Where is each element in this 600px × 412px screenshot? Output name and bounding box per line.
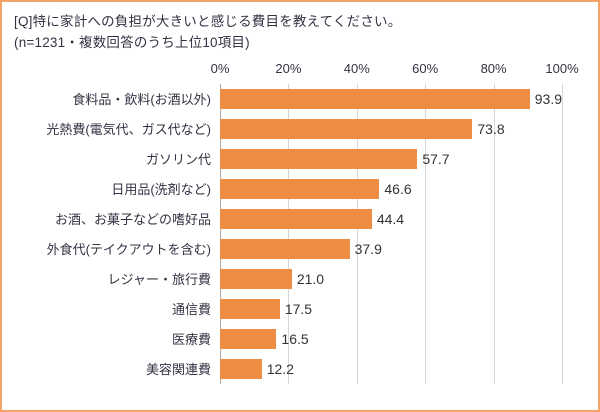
- bar: [220, 298, 280, 319]
- gridline: [425, 83, 427, 384]
- chart-subtitle: (n=1231・複数回答のうち上位10項目): [14, 34, 250, 50]
- bar: [220, 178, 380, 199]
- category-label: 医療費: [171, 332, 211, 348]
- chart-title: [Q]特に家計への負担が大きいと感じる費目を教えてください。: [14, 14, 402, 29]
- category-label: 美容関連費: [145, 362, 211, 378]
- bar-value-label: 12.2: [266, 360, 294, 377]
- bar: [220, 358, 262, 379]
- plot-body: 93.9 73.8 57.7 46.6 44.4 37.9 21.0 17.5 16.5 12.2: [220, 83, 563, 384]
- bar-row: 93.9: [220, 84, 562, 114]
- bar-value-label: 44.4: [376, 210, 405, 227]
- bar-row: 12.2: [220, 354, 562, 384]
- bar-value-label: 46.6: [384, 180, 412, 197]
- category-label: 食料品・飲料(お酒以外): [72, 92, 211, 108]
- gridline: [493, 83, 495, 384]
- bar-value-label: 16.5: [281, 330, 309, 347]
- x-tick-label: 40%: [343, 60, 370, 76]
- category-label: お酒、お菓子などの嗜好品: [54, 212, 211, 228]
- x-tick-label: 100%: [545, 60, 579, 76]
- bar-row: 21.0: [220, 264, 562, 294]
- category-label: 光熱費(電気代、ガス代など): [46, 122, 211, 138]
- bar-value-label: 21.0: [296, 270, 325, 287]
- bar-chart: 食料品・飲料(お酒以外) 光熱費(電気代、ガス代など) ガソリン代日用品(洗剤など)…: [14, 60, 584, 384]
- y-axis-line: [220, 83, 221, 384]
- category-label: 日用品(洗剤など): [111, 182, 211, 198]
- bar: [220, 88, 530, 109]
- category-label: 外食代(テイクアウトを含む): [46, 242, 211, 258]
- x-tick-label: 0%: [210, 60, 230, 76]
- bar: [220, 148, 418, 169]
- x-tick-label: 20%: [275, 60, 302, 76]
- bar-row: 46.6: [220, 174, 562, 204]
- bar: [220, 238, 350, 259]
- category-labels: 食料品・飲料(お酒以外) 光熱費(電気代、ガス代など) ガソリン代日用品(洗剤など)…: [14, 60, 220, 384]
- category-label: レジャー・旅行費: [107, 272, 211, 288]
- x-tick-label: 60%: [412, 60, 439, 76]
- x-axis-ticks: 0% 20% 40% 60% 80% 100%: [211, 60, 579, 84]
- bar: [220, 328, 277, 349]
- gridline: [356, 83, 358, 384]
- bar: [220, 118, 473, 139]
- gridline: [562, 83, 563, 384]
- bar-row: 44.4: [220, 204, 562, 234]
- category-label: ガソリン代: [145, 152, 211, 168]
- bar-row: 37.9: [220, 234, 562, 264]
- bar-row: 57.7: [220, 144, 562, 174]
- bar-row: 73.8: [220, 114, 562, 144]
- bar-row: 17.5: [220, 294, 562, 324]
- plot-area: 0% 20% 40% 60% 80% 100% 93.9 73.8 57.7 46.6 44.4 3…: [211, 60, 579, 384]
- bar-value-label: 57.7: [422, 150, 450, 167]
- bar-value-label: 73.8: [477, 120, 505, 137]
- bar: [220, 268, 292, 289]
- bar: [220, 208, 372, 229]
- bar-value-label: 17.5: [284, 300, 313, 317]
- gridline: [288, 83, 290, 384]
- bar-value-label: 37.9: [354, 240, 382, 257]
- bar-value-label: 93.9: [534, 90, 562, 107]
- category-label: 通信費: [171, 302, 211, 318]
- bar-row: 16.5: [220, 324, 562, 354]
- x-tick-label: 80%: [480, 60, 507, 76]
